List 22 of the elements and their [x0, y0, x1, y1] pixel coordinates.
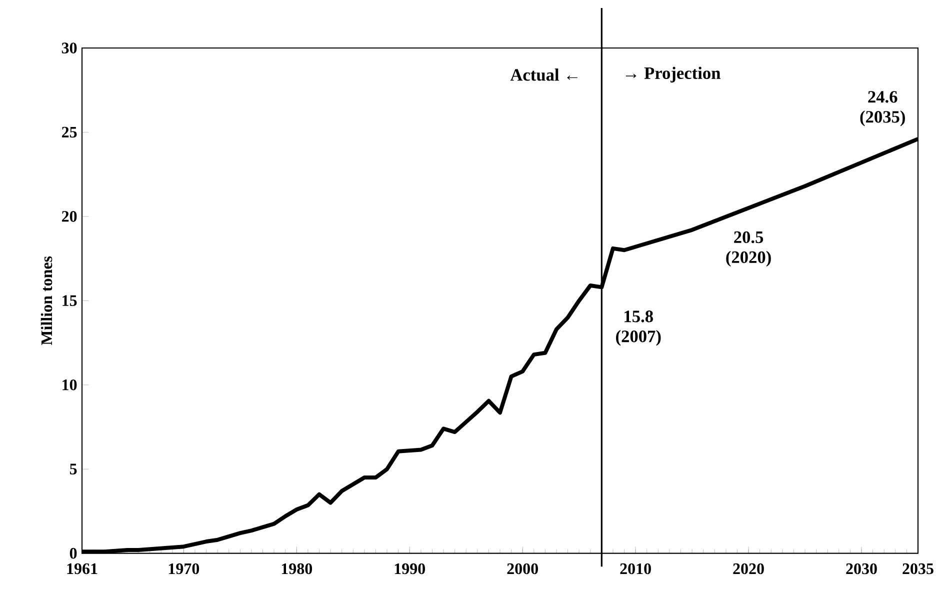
y-axis-title: Million tones [40, 256, 52, 345]
y-tick-label: 20 [62, 210, 77, 222]
x-tick-label: 2020 [733, 563, 764, 574]
x-tick-label: 2010 [620, 563, 651, 574]
x-tick-label: 2030 [846, 563, 877, 574]
y-tick-label: 25 [62, 126, 77, 138]
y-tick-label: 0 [70, 548, 77, 559]
annotation: 15.8 (2007) [616, 310, 661, 346]
annotation: → Projection [626, 66, 720, 82]
x-tick-label: 1980 [282, 563, 312, 574]
annotation: 24.6 (2035) [860, 90, 905, 126]
annotation: Actual ← [510, 68, 578, 81]
x-tick-label: 2035 [902, 563, 934, 574]
x-tick-label: 1961 [67, 563, 98, 574]
y-tick-label: 5 [70, 464, 77, 474]
y-tick-label: 30 [62, 42, 77, 54]
x-tick-label: 1970 [168, 563, 200, 574]
y-tick-label: 15 [62, 295, 77, 306]
annotation: 20.5 (2020) [726, 231, 771, 266]
y-tick-label: 10 [62, 379, 77, 390]
x-tick-label: 1990 [394, 563, 426, 574]
x-tick-label: 2000 [507, 563, 538, 574]
